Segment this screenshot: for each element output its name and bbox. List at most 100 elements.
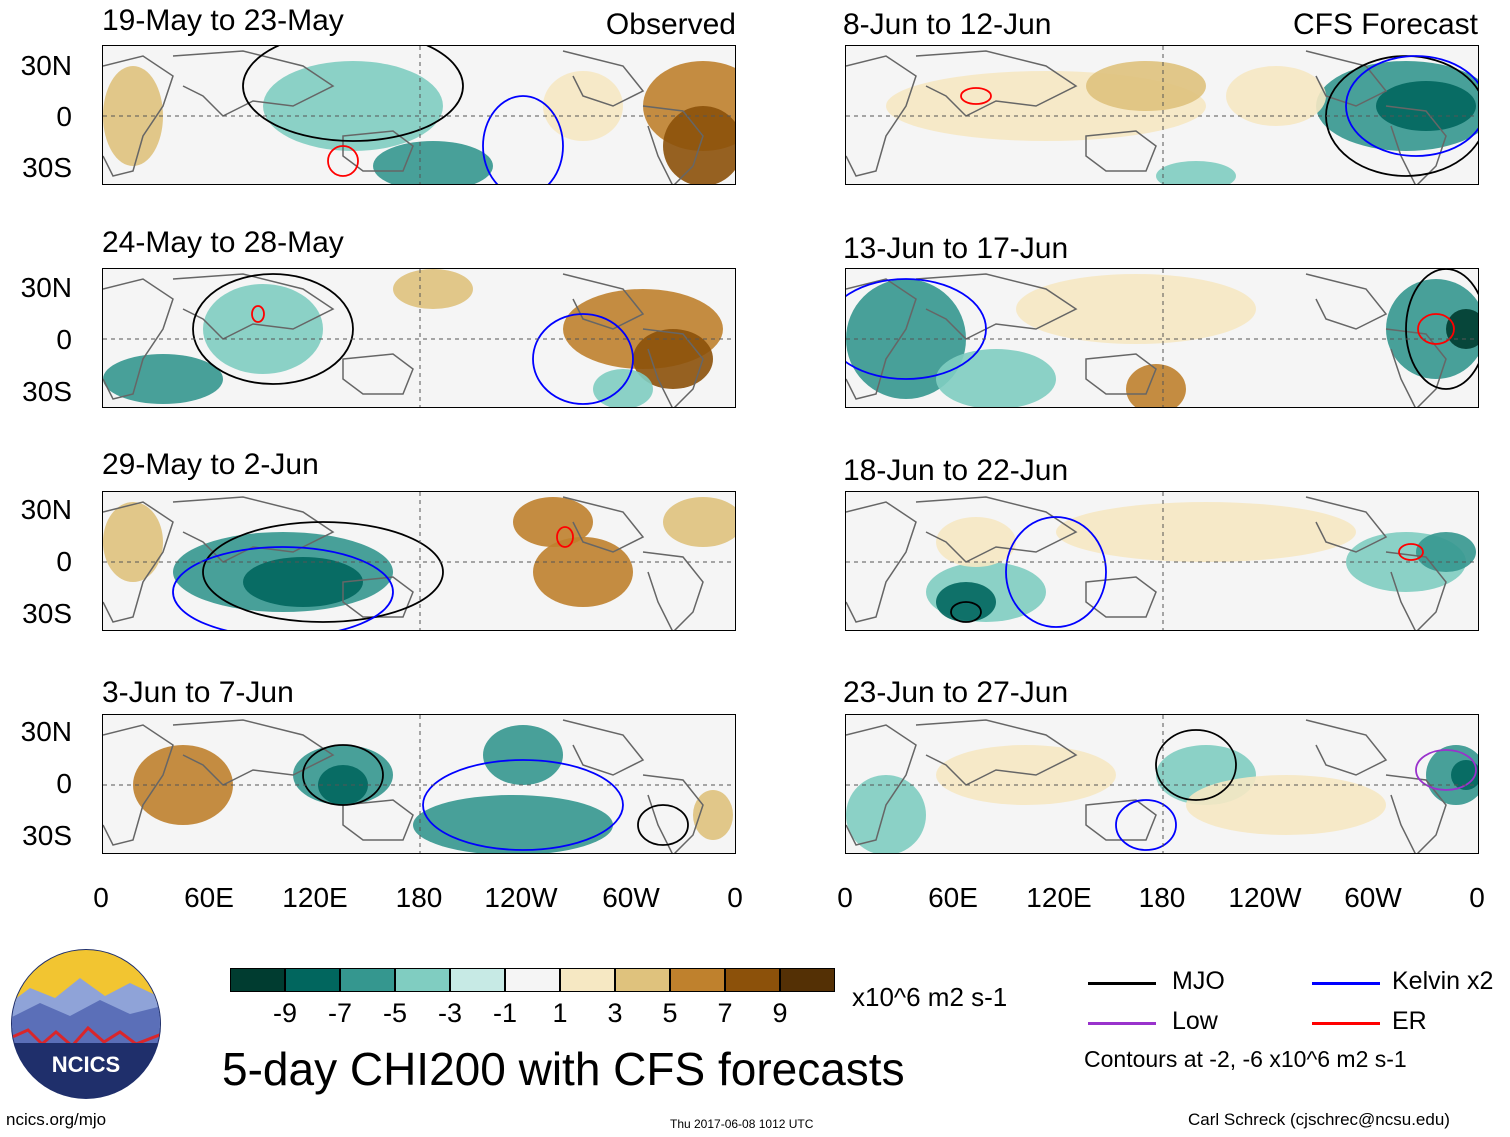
anomaly-region (533, 537, 633, 607)
coastline (915, 273, 1078, 340)
index-contour (302, 744, 384, 806)
anomaly-region (263, 61, 443, 151)
index-contour (1398, 543, 1424, 561)
anomaly-region (413, 795, 613, 853)
coastline (1385, 774, 1447, 853)
coastline (1305, 273, 1388, 330)
map-field-obs-4 (103, 715, 735, 853)
colorbar-swatch (670, 968, 725, 992)
lon-label-120w-left: 120W (484, 882, 558, 913)
map-panel-fcst-3 (845, 491, 1479, 631)
anomaly-region (1376, 81, 1476, 131)
anomaly-region (103, 502, 163, 582)
coastline (1085, 130, 1157, 172)
index-contour (960, 87, 992, 105)
map-panel-fcst-4 (845, 714, 1479, 854)
anomaly-region (693, 790, 733, 840)
panel-title-obs-4: 3-Jun to 7-Jun (102, 676, 294, 709)
lat-label-eq-4: 0 (56, 768, 72, 799)
lat-label-30s-4: 30S (22, 820, 72, 851)
coastline (846, 278, 917, 400)
index-contour (192, 273, 354, 385)
lon-label-0-right: 0 (837, 882, 853, 913)
colorbar-level-label: 9 (772, 998, 788, 1028)
index-contour (556, 526, 574, 548)
index-contour (202, 521, 444, 623)
footer-timestamp: Thu 2017-06-08 1012 UTC (670, 1117, 814, 1131)
coastline (642, 551, 704, 630)
chart-title: 5-day CHI200 with CFS forecasts (222, 1043, 905, 1095)
coastline (1305, 50, 1388, 107)
colorbar-level-label: 3 (607, 998, 623, 1028)
coastline (915, 719, 1078, 786)
legend-label-er: ER (1392, 1007, 1427, 1035)
coastline (172, 50, 335, 117)
observed-header: Observed (605, 8, 736, 41)
panel-title-fcst-4: 23-Jun to 27-Jun (843, 676, 1069, 709)
colorbar-level-label: -5 (382, 998, 407, 1028)
lon-label-120e-right: 120E (1026, 882, 1092, 913)
coastline (172, 273, 335, 340)
colorbar-swatch (395, 968, 450, 992)
map-panel-obs-2 (102, 268, 736, 408)
coastline (562, 50, 645, 107)
colorbar-swatch (560, 968, 615, 992)
legend-label-kelvin: Kelvin x2 (1392, 967, 1494, 995)
ncics-logo: NCICS (11, 949, 161, 1099)
colorbar-swatch (340, 968, 395, 992)
lon-label-60w-right: 60W (1344, 882, 1402, 913)
index-contour (950, 601, 982, 623)
legend-line-er (1312, 1022, 1380, 1025)
legend-line-low (1088, 1022, 1156, 1025)
index-contour (1155, 729, 1237, 801)
footer-url: ncics.org/mjo (6, 1110, 107, 1129)
index-contour (482, 95, 564, 184)
panel-title-obs-2: 24-May to 28-May (102, 226, 344, 259)
lat-label-30n-4: 30N (20, 716, 72, 747)
coastline (172, 496, 335, 563)
anomaly-region (203, 284, 323, 374)
panel-title-fcst-2: 13-Jun to 17-Jun (843, 232, 1069, 265)
index-contour (1415, 749, 1477, 791)
map-field-obs-2 (103, 269, 735, 407)
anomaly-region (1156, 161, 1236, 184)
anomaly-region (1186, 775, 1386, 835)
panel-title-fcst-3: 18-Jun to 22-Jun (843, 454, 1069, 487)
panel-title-obs-3: 29-May to 2-Jun (102, 448, 319, 481)
lon-label-60e-left: 60E (184, 882, 234, 913)
coastline (562, 273, 645, 330)
colorbar-level-label: -1 (492, 998, 517, 1028)
colorbar-swatch (505, 968, 560, 992)
lon-label-0-mid: 0 (727, 882, 743, 913)
anomaly-region (633, 329, 713, 389)
coastline (1305, 719, 1388, 776)
anomaly-region (393, 269, 473, 309)
index-contour (327, 145, 359, 177)
index-contour (1417, 313, 1455, 345)
index-contour (242, 46, 464, 142)
index-contour (1115, 799, 1177, 851)
colorbar-swatch (725, 968, 780, 992)
anomaly-region (936, 745, 1116, 805)
lon-label-0-left: 0 (93, 882, 109, 913)
legend-line-mjo (1088, 982, 1156, 985)
lon-label-180-left: 180 (395, 882, 443, 913)
lat-label-eq-2: 0 (56, 324, 72, 355)
colorbar-swatch (230, 968, 285, 992)
colorbar-level-label: -9 (272, 998, 297, 1028)
coastline (103, 501, 174, 623)
index-contour (251, 305, 265, 323)
coastline (642, 328, 704, 407)
coastline (103, 55, 174, 177)
map-field-obs-3 (103, 492, 735, 630)
index-contour (532, 313, 634, 405)
anomaly-region (483, 725, 563, 785)
lon-label-60e-right: 60E (928, 882, 978, 913)
map-panel-fcst-2 (845, 268, 1479, 408)
contour-note: Contours at -2, -6 x10^6 m2 s-1 (1084, 1046, 1407, 1072)
lat-label-30n-3: 30N (20, 494, 72, 525)
lat-label-eq-1: 0 (56, 101, 72, 132)
lat-label-30s-3: 30S (22, 598, 72, 629)
anomaly-region (1451, 760, 1478, 790)
logo-text: NCICS (52, 1052, 120, 1077)
